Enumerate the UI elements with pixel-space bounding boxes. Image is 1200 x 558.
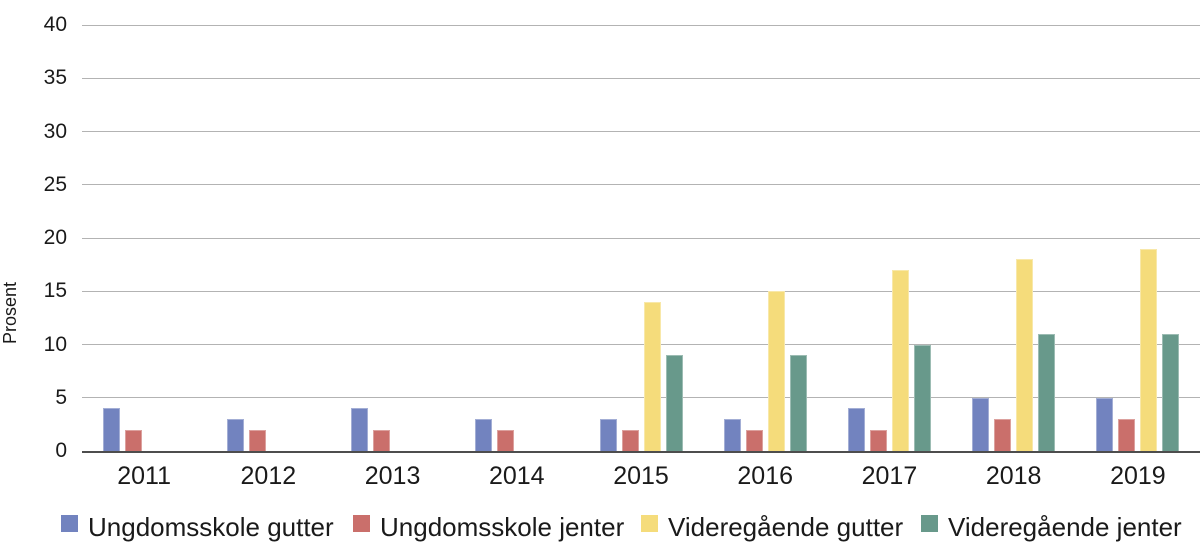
- bar-2019-series-0: [1096, 397, 1114, 451]
- y-tick-label-30: 30: [43, 119, 67, 143]
- bar-2013-series-0: [351, 408, 369, 451]
- bar-2017-series-1: [869, 429, 887, 451]
- y-tick-label-20: 20: [43, 226, 67, 249]
- bar-2017-series-2: [891, 269, 909, 451]
- y-tick-label-5: 5: [55, 385, 67, 409]
- x-tick-label-2019: 2019: [1110, 462, 1166, 490]
- gridline-40: [82, 24, 1200, 26]
- bar-2011-series-0: [102, 408, 120, 451]
- x-axis-line: [82, 451, 1200, 453]
- x-tick-label-2015: 2015: [613, 462, 669, 490]
- bar-2015-series-0: [599, 419, 617, 451]
- bar-2016-series-0: [723, 419, 741, 451]
- bar-2016-series-1: [745, 429, 763, 451]
- x-tick-label-2011: 2011: [117, 462, 171, 490]
- bar-2016-series-2: [767, 291, 785, 451]
- bar-2018-series-3: [1038, 333, 1056, 451]
- x-tick-label-2013: 2013: [364, 462, 421, 490]
- bar-2018-series-2: [1016, 259, 1034, 451]
- y-tick-label-25: 25: [43, 172, 67, 196]
- gridline-10: [82, 344, 1200, 345]
- plot-area: [82, 24, 1200, 453]
- legend-item-3: Videregående jenter: [921, 511, 1182, 543]
- bar-2012-series-1: [248, 429, 266, 451]
- x-tick-label-2012: 2012: [240, 462, 297, 490]
- bar-2015-series-2: [643, 301, 661, 451]
- legend-label: Videregående jenter: [948, 512, 1182, 542]
- legend-swatch-icon: [353, 515, 370, 532]
- bar-2014-series-0: [475, 419, 493, 451]
- x-tick-label-2018: 2018: [985, 462, 1042, 490]
- gridline-30: [82, 131, 1200, 132]
- gridline-25: [82, 184, 1200, 186]
- gridline-35: [82, 77, 1200, 79]
- bar-2019-series-1: [1118, 419, 1136, 451]
- bar-2013-series-1: [373, 429, 391, 451]
- legend-item-2: Videregående gutter: [641, 511, 903, 543]
- x-tick-label-2017: 2017: [861, 462, 918, 490]
- bar-2019-series-2: [1140, 248, 1158, 451]
- bar-2015-series-1: [621, 429, 639, 451]
- bar-2012-series-0: [226, 419, 244, 451]
- x-tick-label-2014: 2014: [488, 462, 545, 490]
- bar-2019-series-3: [1162, 333, 1180, 451]
- gridline-15: [82, 290, 1200, 292]
- y-tick-label-0: 0: [55, 439, 67, 462]
- bar-2015-series-3: [665, 355, 683, 451]
- bar-2018-series-0: [972, 397, 990, 451]
- y-tick-label-10: 10: [43, 332, 67, 356]
- legend-label: Ungdomsskole gutter: [88, 512, 334, 542]
- bar-2014-series-1: [497, 429, 515, 451]
- gridline-20: [82, 237, 1200, 239]
- gridline-5: [82, 397, 1200, 399]
- bar-2011-series-1: [124, 429, 142, 451]
- x-tick-label-2016: 2016: [737, 462, 794, 490]
- bar-2017-series-0: [847, 408, 865, 451]
- legend-swatch-icon: [61, 515, 78, 532]
- y-tick-label-35: 35: [43, 66, 67, 90]
- legend-swatch-icon: [641, 515, 658, 532]
- legend-swatch-icon: [921, 515, 938, 532]
- legend-item-1: Ungdomsskole jenter: [353, 511, 624, 543]
- y-tick-label-40: 40: [43, 13, 67, 36]
- legend-label: Ungdomsskole jenter: [380, 512, 625, 542]
- y-tick-label-15: 15: [43, 279, 67, 303]
- bar-2017-series-3: [913, 344, 931, 451]
- bar-2016-series-3: [789, 355, 807, 451]
- legend-item-0: Ungdomsskole gutter: [61, 511, 334, 543]
- legend-label: Videregående gutter: [668, 512, 904, 542]
- bar-2018-series-1: [994, 419, 1012, 451]
